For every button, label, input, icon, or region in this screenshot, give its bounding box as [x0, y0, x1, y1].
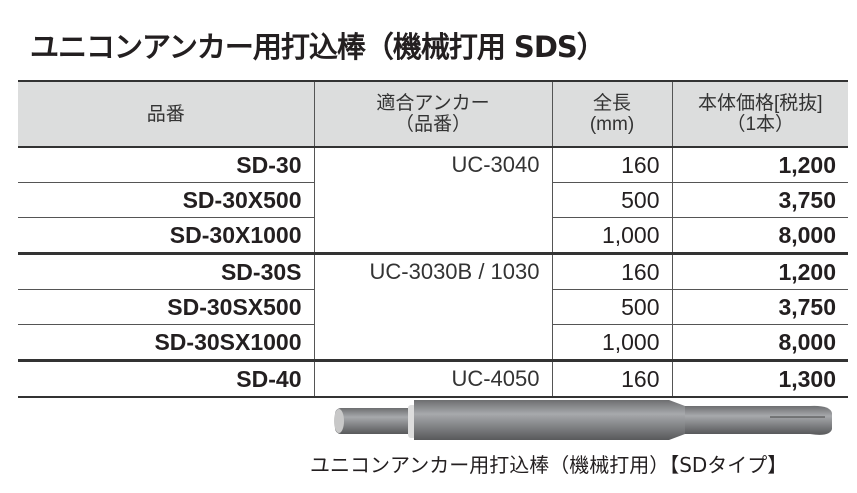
length: 1,000 — [551, 217, 672, 255]
table-row: SD-30SX1000 1,000 8,000 — [18, 324, 848, 362]
product-code: SD-30SX1000 — [18, 324, 314, 362]
length: 160 — [551, 147, 672, 183]
product-code: SD-30X1000 — [18, 217, 314, 255]
driving-rod-image — [334, 400, 832, 440]
length: 160 — [551, 253, 672, 290]
product-caption: ユニコンアンカー用打込棒（機械打用）【SDタイプ】 — [310, 453, 788, 477]
length: 160 — [551, 360, 672, 398]
table-row: SD-30S UC-3030B / 1030 160 1,200 — [18, 253, 848, 362]
price: 3,750 — [671, 289, 848, 325]
product-code: SD-30SX500 — [18, 289, 314, 325]
anchor-code: UC-4050 — [313, 360, 552, 398]
header-length: 全長 (mm) — [551, 80, 672, 148]
table-row: SD-30 UC-3040 160 1,200 — [18, 147, 848, 255]
table-row: SD-30X500 500 3,750 — [18, 182, 848, 218]
product-code: SD-30 — [18, 147, 314, 183]
product-table: 品番 適合アンカー （品番） 全長 (mm) 本体価格[税抜] （1本） SD-30 … — [18, 80, 848, 398]
length: 500 — [551, 182, 672, 218]
price: 8,000 — [671, 324, 848, 362]
price: 1,200 — [671, 253, 848, 290]
table-row: SD-40 UC-4050 160 1,300 — [18, 360, 848, 398]
price: 3,750 — [671, 182, 848, 218]
anchor-code: UC-3030B / 1030 — [313, 253, 552, 362]
length: 1,000 — [551, 324, 672, 362]
price: 1,200 — [671, 147, 848, 183]
price: 1,300 — [671, 360, 848, 398]
page-title: ユニコンアンカー用打込棒（機械打用 SDS） — [30, 30, 606, 64]
anchor-code: UC-3040 — [313, 147, 552, 255]
product-code: SD-30S — [18, 253, 314, 290]
header-code: 品番 — [18, 80, 314, 148]
header-price: 本体価格[税抜] （1本） — [671, 80, 848, 148]
header-anchor: 適合アンカー （品番） — [313, 80, 552, 148]
length: 500 — [551, 289, 672, 325]
product-code: SD-40 — [18, 360, 314, 398]
product-code: SD-30X500 — [18, 182, 314, 218]
table-row: SD-30X1000 1,000 8,000 — [18, 217, 848, 255]
table-row: SD-30SX500 500 3,750 — [18, 289, 848, 325]
table-header: 品番 適合アンカー （品番） 全長 (mm) 本体価格[税抜] （1本） — [18, 80, 848, 148]
price: 8,000 — [671, 217, 848, 255]
